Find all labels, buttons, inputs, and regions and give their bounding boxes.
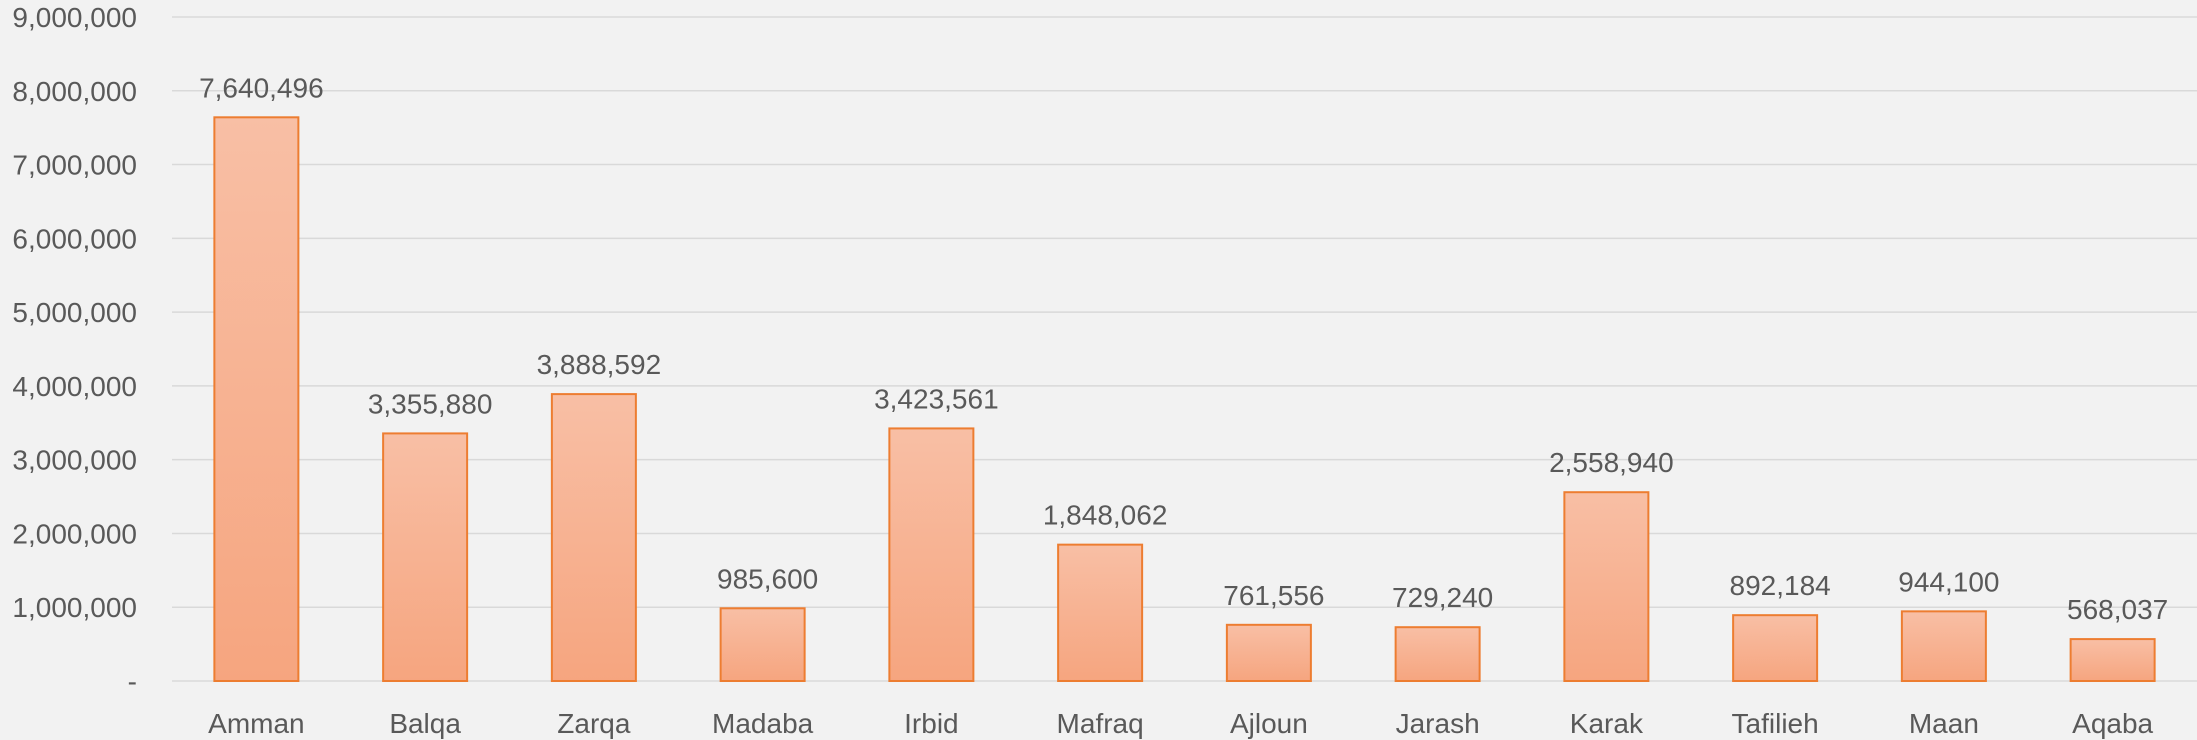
bar-maan [1900, 610, 1987, 682]
data-label: 3,423,561 [874, 383, 999, 414]
data-labels: 7,640,496 3,355,880 3,888,592 985,600 3,423,… [199, 72, 2168, 625]
data-label: 892,184 [1730, 570, 1831, 601]
category-label: Mafraq [1057, 708, 1144, 739]
y-tick-label: 7,000,000 [12, 150, 137, 181]
bars [213, 116, 2156, 683]
data-label: 761,556 [1223, 580, 1324, 611]
data-label: 729,240 [1392, 582, 1493, 613]
category-label: Balqa [389, 708, 461, 739]
bar-irbid [888, 427, 975, 682]
category-label: Amman [208, 708, 304, 739]
bar-zarqa [550, 393, 637, 682]
y-tick-label: 1,000,000 [12, 592, 137, 623]
y-tick-label: 8,000,000 [12, 76, 137, 107]
category-label: Aqaba [2072, 708, 2153, 739]
bar-karak [1563, 491, 1650, 682]
category-label: Maan [1909, 708, 1979, 739]
bar-ajloun [1225, 623, 1312, 682]
bar-balqa [382, 432, 469, 683]
category-label: Jarash [1396, 708, 1480, 739]
y-tick-label: 6,000,000 [12, 223, 137, 254]
data-label: 1,848,062 [1043, 500, 1168, 531]
y-axis-tick-labels: - 1,000,000 2,000,000 3,000,000 4,000,000 5,0… [12, 2, 137, 697]
category-label: Ajloun [1230, 708, 1308, 739]
data-label: 7,640,496 [199, 72, 324, 103]
data-label: 2,558,940 [1549, 447, 1674, 478]
data-label: 3,888,592 [537, 349, 662, 380]
y-tick-label: 9,000,000 [12, 2, 137, 33]
y-tick-label: 2,000,000 [12, 518, 137, 549]
bar-tafilieh [1732, 614, 1819, 682]
category-label: Madaba [712, 708, 814, 739]
data-label: 3,355,880 [368, 388, 493, 419]
category-label: Tafilieh [1732, 708, 1819, 739]
data-label: 985,600 [717, 563, 818, 594]
category-label: Zarqa [557, 708, 631, 739]
bar-madaba [719, 607, 806, 682]
y-tick-label: 5,000,000 [12, 297, 137, 328]
bar-amman [213, 116, 300, 682]
bar-jarash [1394, 626, 1481, 683]
data-label: 568,037 [2067, 594, 2168, 625]
bar-aqaba [2069, 638, 2156, 682]
category-label: Irbid [904, 708, 958, 739]
category-label: Karak [1570, 708, 1644, 739]
y-tick-label: 4,000,000 [12, 371, 137, 402]
y-tick-label: 3,000,000 [12, 445, 137, 476]
x-axis-category-labels: Amman Balqa Zarqa Madaba Irbid Mafraq Ajloun Ja… [208, 708, 2153, 739]
y-tick-label: - [128, 666, 137, 697]
bar-mafraq [1057, 543, 1144, 683]
gridlines [172, 16, 2197, 682]
data-label: 944,100 [1898, 566, 1999, 597]
